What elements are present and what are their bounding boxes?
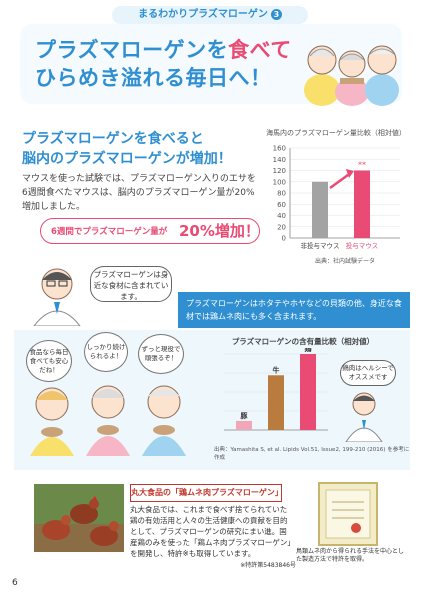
chart1-ytick-label: 0	[282, 235, 286, 243]
chart1-source: 出典：社内試験データ	[314, 258, 375, 265]
chart1-ytick-label: 60	[277, 201, 286, 209]
chart2-bar-label: 鶏	[305, 348, 312, 353]
patent-certificate	[318, 482, 378, 546]
family-bubble-1: 食品なら毎日食べても安心だね！	[26, 340, 72, 382]
doctor-small-illustration	[345, 392, 383, 442]
chart1-ytick-label: 160	[273, 145, 286, 153]
section-title-line2: 脳内のプラズマローゲンが増加！	[22, 151, 232, 167]
hero-title-part: プラズマローゲンを	[35, 38, 229, 62]
result-pill: 6週間でプラズマローゲン量が 20%増加！	[40, 218, 260, 244]
certificate-caption: 鳥類ムネ肉から得られる手法を中心とした製造方法で特許を取得。	[296, 548, 405, 563]
chart1-ytick-label: 80	[277, 190, 286, 198]
section-title-line1: プラズマローゲンを食べると	[22, 131, 204, 147]
family-bubble-2: しっかり続けられるよ！	[84, 332, 128, 372]
section-body-text: マウスを使った試験では、プラズマローゲン入りのエサを6週間食べたマウスは、脳内の…	[22, 174, 256, 212]
chart1-ytick-label: 120	[273, 167, 286, 175]
chart1-ytick-label: 140	[273, 156, 286, 164]
chart1-title: 海馬内のプラズマローゲン量比較（相対値）	[266, 129, 406, 137]
chart1-ytick-label: 20	[277, 223, 286, 231]
citation-text: 出典：Yamashita S, et al. Lipids Vol.51, Is…	[214, 447, 410, 461]
chart1-significance-label: **	[358, 161, 366, 170]
page-number: 6	[12, 578, 18, 588]
chicken-photo	[34, 484, 124, 552]
chart1-arrow-head	[346, 169, 354, 178]
family-bubble-3-text: ずっと現役で頑張るぞ！	[141, 345, 181, 362]
doctor-illustration	[33, 268, 81, 326]
hero-title-line1: プラズマローゲンを食べて	[35, 34, 292, 64]
chart2-speech-bubble: 鶏肉はヘルシーでオススメです	[340, 360, 396, 386]
chart1-ytick-label: 40	[277, 212, 286, 220]
chart2-bar-1	[236, 420, 252, 430]
info-banner: プラズマローゲンはホタテやホヤなどの貝類の他、身近な食材では鶏ムネ肉にも多く含ま…	[178, 292, 410, 328]
chart1-plot: 160 140 120 100 80 60 40 20 0 非投与マウス 投与マウス **	[273, 145, 400, 250]
series-header-tab: まるわかりプラズマローゲン 3	[112, 6, 308, 24]
company-body: 丸大食品では、これまで食べず捨てられていた鶏の有効活用と人々の生活健康への貢献を…	[130, 505, 292, 558]
eating-family-illustration	[30, 385, 186, 456]
hero-title-highlight: 食べて	[228, 38, 292, 62]
chart1-bar-1	[312, 181, 328, 238]
chart1-ytick-label: 100	[273, 178, 286, 186]
pill-prefix: 6週間でプラズマローゲン量が	[51, 227, 168, 237]
series-number-badge: 3	[270, 9, 282, 20]
pill-value: 20%増加！	[179, 222, 260, 240]
lower-panel	[14, 330, 410, 470]
series-label: まるわかりプラズマローゲン	[138, 9, 268, 20]
hero-title-line2: ひらめき溢れる毎日へ！	[35, 66, 272, 90]
doctor-speech-bubble: プラズマローゲンは身近な食材に含まれています。	[90, 266, 172, 302]
family-illustration	[304, 45, 399, 106]
chart2-bar-3	[300, 354, 316, 430]
company-heading: 丸大食品の「鶏ムネ肉プラズマローゲン」	[130, 484, 283, 502]
chart2-title: プラズマローゲンの含有量比較（相対値）	[231, 337, 375, 346]
chart1-bar-2	[354, 170, 370, 238]
chart2-plot: 豚 牛 鶏	[224, 348, 328, 431]
chart1-x-label: 非投与マウス	[301, 241, 340, 250]
family-bubble-3: ずっと現役で頑張るぞ！	[138, 334, 184, 374]
family-bubble-1-text: 食品なら毎日食べても安心だね！	[29, 347, 69, 374]
chart1-x-label: 投与マウス	[346, 241, 379, 250]
chart2-bar-2	[268, 375, 284, 430]
family-bubble-2-text: しっかり続けられるよ！	[86, 343, 126, 360]
patent-note: ※特許第5483846号	[240, 562, 296, 569]
chart2-bar-label: 豚	[241, 411, 249, 420]
chart2-bar-label: 牛	[273, 365, 280, 374]
